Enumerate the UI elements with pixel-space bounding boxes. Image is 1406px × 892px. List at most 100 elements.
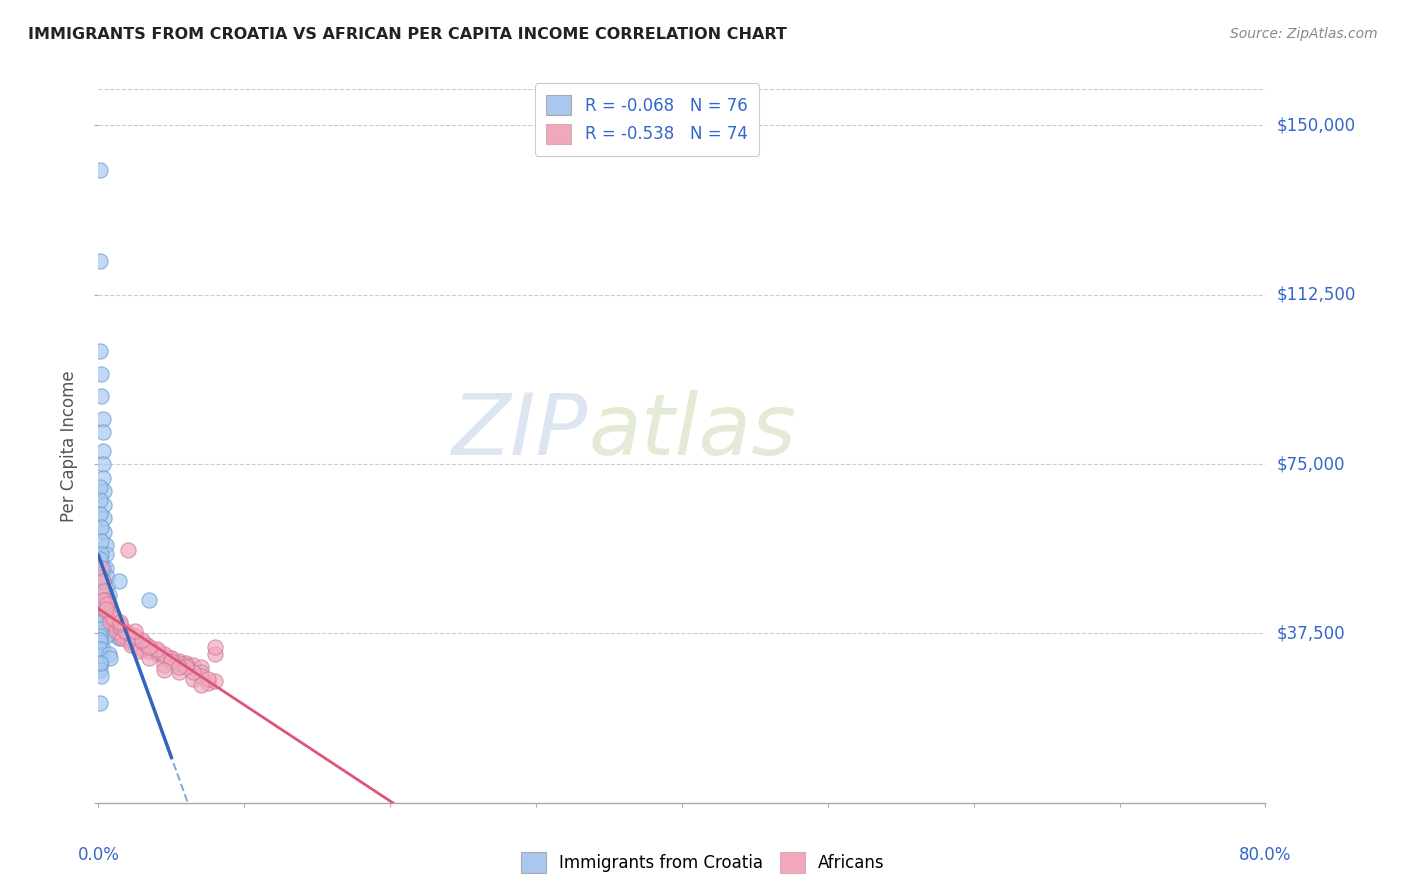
Point bbox=[91, 642, 114, 657]
Point bbox=[111, 631, 134, 645]
Point bbox=[94, 629, 117, 643]
Point bbox=[91, 597, 114, 611]
Point bbox=[131, 633, 153, 648]
Point bbox=[89, 592, 111, 607]
Point bbox=[91, 425, 114, 440]
Point bbox=[190, 669, 212, 683]
Point bbox=[110, 626, 132, 640]
Point bbox=[91, 574, 114, 589]
Point bbox=[120, 635, 142, 649]
Point bbox=[98, 626, 121, 640]
Point bbox=[94, 592, 117, 607]
Text: $37,500: $37,500 bbox=[1277, 624, 1346, 642]
Point bbox=[153, 658, 176, 673]
Point bbox=[131, 642, 153, 657]
Y-axis label: Per Capita Income: Per Capita Income bbox=[60, 370, 79, 522]
Point bbox=[89, 493, 111, 508]
Point bbox=[94, 613, 117, 627]
Point bbox=[96, 579, 118, 593]
Point bbox=[90, 601, 112, 615]
Legend: Immigrants from Croatia, Africans: Immigrants from Croatia, Africans bbox=[515, 846, 891, 880]
Point bbox=[174, 660, 197, 674]
Point bbox=[167, 656, 190, 670]
Point bbox=[89, 570, 111, 584]
Point bbox=[90, 561, 112, 575]
Point bbox=[91, 443, 114, 458]
Point bbox=[160, 651, 183, 665]
Point bbox=[98, 606, 121, 620]
Point bbox=[101, 620, 124, 634]
Point bbox=[96, 570, 118, 584]
Point bbox=[91, 457, 114, 471]
Point bbox=[94, 606, 117, 620]
Point bbox=[90, 615, 112, 629]
Point bbox=[117, 633, 139, 648]
Point bbox=[181, 672, 204, 686]
Point bbox=[89, 642, 111, 657]
Point bbox=[153, 647, 176, 661]
Point bbox=[108, 631, 131, 645]
Point bbox=[104, 624, 127, 639]
Point bbox=[89, 583, 111, 598]
Point bbox=[124, 638, 146, 652]
Point bbox=[167, 654, 190, 668]
Point bbox=[124, 624, 146, 639]
Point bbox=[89, 622, 111, 636]
Point bbox=[101, 615, 124, 629]
Point bbox=[174, 658, 197, 673]
Point bbox=[94, 604, 117, 618]
Point bbox=[97, 647, 120, 661]
Point bbox=[93, 583, 115, 598]
Point bbox=[108, 624, 131, 639]
Point bbox=[197, 676, 219, 690]
Point bbox=[138, 640, 160, 654]
Point bbox=[98, 651, 121, 665]
Point bbox=[190, 665, 212, 679]
Point bbox=[174, 656, 197, 670]
Text: Source: ZipAtlas.com: Source: ZipAtlas.com bbox=[1230, 27, 1378, 41]
Point bbox=[90, 669, 112, 683]
Point bbox=[160, 651, 183, 665]
Point bbox=[181, 665, 204, 679]
Point bbox=[120, 638, 142, 652]
Text: IMMIGRANTS FROM CROATIA VS AFRICAN PER CAPITA INCOME CORRELATION CHART: IMMIGRANTS FROM CROATIA VS AFRICAN PER C… bbox=[28, 27, 787, 42]
Point bbox=[90, 548, 112, 562]
Point bbox=[89, 601, 111, 615]
Point bbox=[89, 507, 111, 521]
Point bbox=[103, 617, 125, 632]
Point bbox=[90, 583, 112, 598]
Point bbox=[90, 610, 112, 624]
Point bbox=[114, 631, 136, 645]
Point bbox=[98, 606, 121, 620]
Point bbox=[103, 622, 125, 636]
Text: $75,000: $75,000 bbox=[1277, 455, 1346, 473]
Point bbox=[110, 620, 132, 634]
Point bbox=[197, 672, 219, 686]
Point bbox=[93, 511, 115, 525]
Point bbox=[167, 660, 190, 674]
Point bbox=[167, 665, 190, 679]
Point bbox=[146, 642, 169, 657]
Point bbox=[91, 561, 114, 575]
Point bbox=[90, 367, 112, 381]
Point bbox=[190, 660, 212, 674]
Point bbox=[90, 389, 112, 403]
Text: $150,000: $150,000 bbox=[1277, 116, 1355, 135]
Point bbox=[89, 629, 111, 643]
Point bbox=[90, 533, 112, 548]
Point bbox=[204, 640, 226, 654]
Point bbox=[97, 588, 120, 602]
Point bbox=[91, 620, 114, 634]
Point bbox=[135, 638, 157, 652]
Text: $112,500: $112,500 bbox=[1277, 285, 1355, 303]
Legend: R = -0.068   N = 76, R = -0.538   N = 74: R = -0.068 N = 76, R = -0.538 N = 74 bbox=[534, 83, 759, 155]
Point bbox=[89, 253, 111, 268]
Point bbox=[101, 608, 124, 623]
Point bbox=[181, 658, 204, 673]
Point bbox=[96, 617, 118, 632]
Point bbox=[153, 648, 176, 663]
Point bbox=[190, 678, 212, 692]
Point bbox=[114, 624, 136, 639]
Point bbox=[110, 615, 132, 629]
Point bbox=[128, 644, 150, 658]
